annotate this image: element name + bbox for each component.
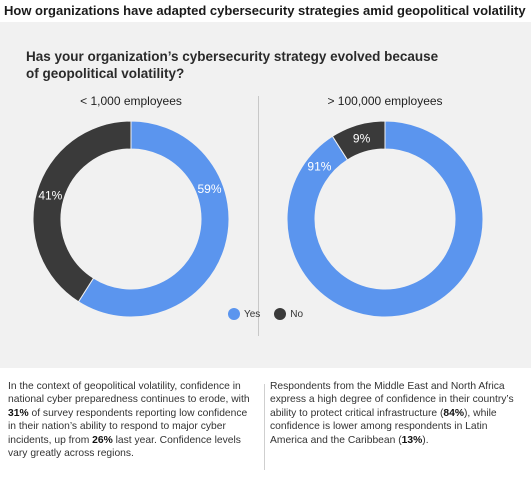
data-label-no-2: 9%: [353, 131, 371, 145]
text-left-part1: In the context of geopolitical volatilit…: [8, 381, 250, 406]
chart-title-2: > 100,000 employees: [327, 94, 442, 108]
text-left-bold2: 26%: [92, 434, 113, 446]
donut-charts: < 1,000 employees 59% 41% > 100,000 employe…: [32, 94, 484, 318]
legend-item-yes: Yes: [227, 308, 261, 320]
legend-label-no: No: [290, 308, 304, 320]
chart-title-1: < 1,000 employees: [80, 94, 182, 108]
data-label-yes-2: 91%: [307, 159, 331, 173]
donut-slice-yes-2: [286, 120, 484, 318]
chart-panel: Has your organization’s cybersecurity st…: [0, 22, 531, 368]
legend-swatch-no: [274, 308, 287, 320]
donut-slice-yes-1: [77, 120, 230, 318]
text-left-part3: last year. Confidence levels vary greatl…: [8, 434, 241, 460]
text-right-part2: ), while confidence is lower among respo…: [270, 407, 497, 446]
body-text-left: In the context of geopolitical volatilit…: [8, 380, 258, 460]
body-text-right: Respondents from the Middle East and Nor…: [270, 380, 520, 447]
text-right-bold1: 84%: [443, 407, 464, 419]
data-label-no-1: 41%: [38, 189, 62, 203]
legend-item-no: No: [274, 308, 303, 320]
text-column-divider: [264, 384, 265, 470]
text-right-bold2: 13%: [401, 434, 423, 446]
figure-title: How organizations have adapted cybersecu…: [4, 3, 526, 18]
donut-slice-no-2: [331, 120, 386, 161]
chart-legend: Yes No: [0, 308, 531, 320]
text-left-bold1: 31%: [8, 407, 29, 419]
chart-divider: [258, 96, 259, 336]
text-right-part1: Respondents from the Middle East and Nor…: [270, 381, 514, 419]
donut-slice-no-1: [32, 120, 132, 303]
legend-label-yes: Yes: [243, 308, 261, 320]
survey-question: Has your organization’s cybersecurity st…: [26, 49, 439, 81]
text-right-part3: ).: [422, 434, 429, 446]
data-label-yes-1: 59%: [197, 182, 221, 196]
text-left-part2: of survey respondents reporting low conf…: [8, 407, 248, 446]
legend-swatch-yes: [227, 308, 240, 320]
